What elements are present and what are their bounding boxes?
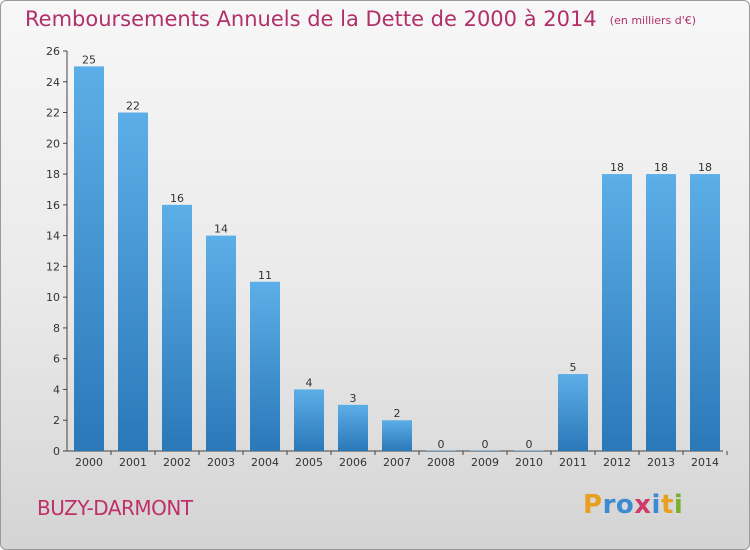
x-tick-label: 2006 (339, 456, 367, 469)
bar (118, 112, 148, 452)
data-label: 11 (258, 269, 272, 282)
bar (426, 450, 456, 451)
proxiti-logo: Proxiti (583, 490, 683, 520)
y-tick-label: 26 (46, 45, 60, 58)
bar (74, 66, 104, 451)
x-tick-label: 2010 (515, 456, 543, 469)
y-tick-label: 8 (53, 322, 60, 335)
y-tick-label: 6 (53, 353, 60, 366)
bar (382, 420, 412, 451)
data-label: 25 (82, 53, 96, 66)
logo-letter: P (583, 490, 603, 520)
data-label: 18 (610, 161, 624, 174)
x-tick-label: 2012 (603, 456, 631, 469)
logo-letter: t (660, 490, 674, 520)
data-label: 18 (654, 161, 668, 174)
logo-letter: r (602, 490, 616, 520)
bar (646, 174, 676, 452)
data-label: 5 (570, 361, 577, 374)
y-tick-label: 14 (46, 230, 60, 243)
x-tick-label: 2013 (647, 456, 675, 469)
chart-subtitle: (en milliers d'€) (609, 14, 697, 27)
bar (206, 235, 236, 451)
x-tick-label: 2007 (383, 456, 411, 469)
data-label: 0 (482, 438, 489, 451)
x-tick-label: 2001 (119, 456, 147, 469)
x-tick-label: 2014 (691, 456, 719, 469)
x-tick-label: 2002 (163, 456, 191, 469)
data-label: 4 (306, 376, 313, 389)
bar (162, 204, 192, 451)
logo-letter: o (615, 490, 635, 520)
data-label: 3 (350, 392, 357, 405)
bar (602, 174, 632, 452)
y-tick-label: 20 (46, 137, 60, 150)
x-tick-label: 2005 (295, 456, 323, 469)
title-row: Remboursements Annuels de la Dette de 20… (25, 7, 696, 31)
x-tick-label: 2004 (251, 456, 279, 469)
bar (470, 450, 500, 451)
data-label: 2 (394, 407, 401, 420)
bar (558, 374, 588, 451)
bar (338, 404, 368, 451)
y-tick-label: 4 (53, 383, 60, 396)
y-tick-label: 16 (46, 199, 60, 212)
x-tick-label: 2009 (471, 456, 499, 469)
x-tick-label: 2003 (207, 456, 235, 469)
y-tick-label: 12 (46, 260, 60, 273)
data-label: 18 (698, 161, 712, 174)
y-tick-label: 2 (53, 414, 60, 427)
bar (690, 174, 720, 452)
logo-letter: x (634, 490, 652, 520)
bar (514, 450, 544, 451)
y-tick-label: 22 (46, 107, 60, 120)
logo-letter: i (673, 490, 684, 520)
data-label: 0 (438, 438, 445, 451)
data-label: 16 (170, 192, 184, 205)
y-tick-label: 18 (46, 168, 60, 181)
data-label: 0 (526, 438, 533, 451)
y-tick-label: 24 (46, 76, 60, 89)
x-tick-label: 2008 (427, 456, 455, 469)
data-label: 22 (126, 100, 140, 113)
bar (294, 389, 324, 451)
data-label: 14 (214, 223, 228, 236)
logo-letter: i (651, 490, 661, 520)
y-tick-label: 0 (53, 445, 60, 458)
chart-title: Remboursements Annuels de la Dette de 20… (25, 7, 597, 31)
bar (250, 281, 280, 451)
commune-name: BUZY-DARMONT (37, 496, 193, 520)
y-tick-label: 10 (46, 291, 60, 304)
x-tick-label: 2011 (559, 456, 587, 469)
bars-group: 25 22 16 14 11 4 3 2 0 0 0 5 18 18 18 (74, 53, 720, 452)
x-tick-label: 2000 (75, 456, 103, 469)
